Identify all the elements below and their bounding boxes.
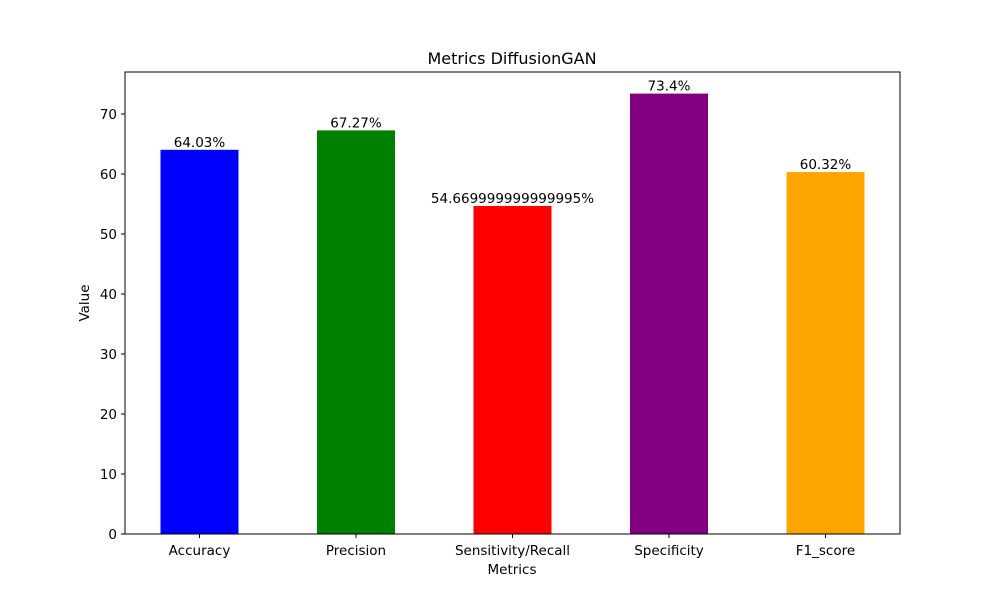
data-label: 60.32% xyxy=(800,157,852,173)
y-axis-title: Value xyxy=(77,284,93,321)
bar-f1-score xyxy=(786,172,865,534)
x-tick-label: Specificity xyxy=(634,543,704,559)
data-label: 73.4% xyxy=(648,79,691,95)
plot-frame xyxy=(124,71,901,535)
y-tick-label: 50 xyxy=(100,227,117,243)
y-tick-label: 40 xyxy=(100,287,117,303)
data-label: 54.669999999999995% xyxy=(431,191,594,207)
chart-title: Metrics DiffusionGAN xyxy=(427,49,596,68)
x-tick-label: Accuracy xyxy=(169,543,231,559)
bar-precision xyxy=(317,130,395,534)
y-tick-label: 70 xyxy=(100,107,117,123)
bar-specificity xyxy=(630,93,708,534)
y-axis: 0 10 20 30 40 50 60 70 xyxy=(100,107,125,543)
bar-sensitivity-recall xyxy=(473,205,552,535)
y-tick-label: 20 xyxy=(100,407,117,423)
data-labels-layer: 64.03% 67.27% 54.669999999999995% 73.4% 60.3… xyxy=(174,79,852,207)
bars-layer xyxy=(160,93,865,535)
x-tick-label: F1_score xyxy=(796,543,855,559)
y-tick-label: 30 xyxy=(100,347,117,363)
x-axis: Accuracy Precision Sensitivity/Recall Speci… xyxy=(169,534,855,559)
x-tick-label: Precision xyxy=(326,543,386,559)
x-tick-label: Sensitivity/Recall xyxy=(455,543,570,559)
data-label: 64.03% xyxy=(174,135,226,151)
y-tick-label: 0 xyxy=(108,527,117,543)
y-tick-label: 60 xyxy=(100,167,117,183)
bar-accuracy xyxy=(160,149,239,534)
data-label: 67.27% xyxy=(330,115,382,131)
x-axis-title: Metrics xyxy=(487,562,536,578)
y-tick-label: 10 xyxy=(100,467,117,483)
